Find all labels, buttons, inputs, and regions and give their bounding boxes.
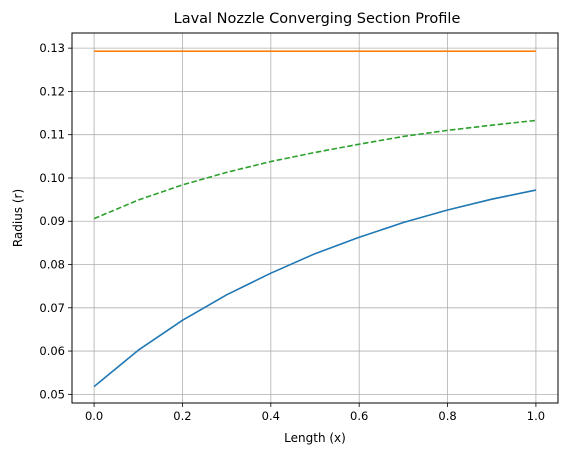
series-line-1	[93, 189, 537, 388]
ticks: 0.0 0.2 0.4 0.6 0.8 1.0 0.05 0.06 0.07 0.08 0.09 0.…	[39, 41, 545, 423]
plot-frame	[71, 32, 559, 404]
x-tick-label: 0.4	[262, 409, 280, 423]
grid	[72, 33, 558, 403]
x-tick-label: 0.0	[85, 409, 103, 423]
chart-title: Laval Nozzle Converging Section Profile	[174, 11, 461, 27]
y-tick-label: 0.10	[39, 171, 65, 185]
y-tick-label: 0.09	[39, 214, 65, 228]
series-line-3	[93, 119, 536, 220]
y-tick-label: 0.06	[39, 344, 65, 358]
y-tick-label: 0.08	[39, 258, 65, 272]
y-tick-label: 0.12	[39, 84, 65, 98]
y-tick-label: 0.07	[39, 301, 65, 315]
x-axis-label: Length (x)	[284, 431, 346, 445]
x-tick-label: 0.8	[438, 409, 456, 423]
x-tick-label: 0.2	[173, 409, 191, 423]
series-layer	[93, 50, 537, 388]
y-tick-label: 0.11	[39, 128, 65, 142]
x-tick-label: 1.0	[527, 409, 545, 423]
y-tick-label: 0.05	[39, 387, 65, 401]
y-axis-label: Radius (r)	[11, 189, 25, 247]
x-tick-label: 0.6	[350, 409, 368, 423]
y-tick-label: 0.13	[39, 41, 65, 55]
